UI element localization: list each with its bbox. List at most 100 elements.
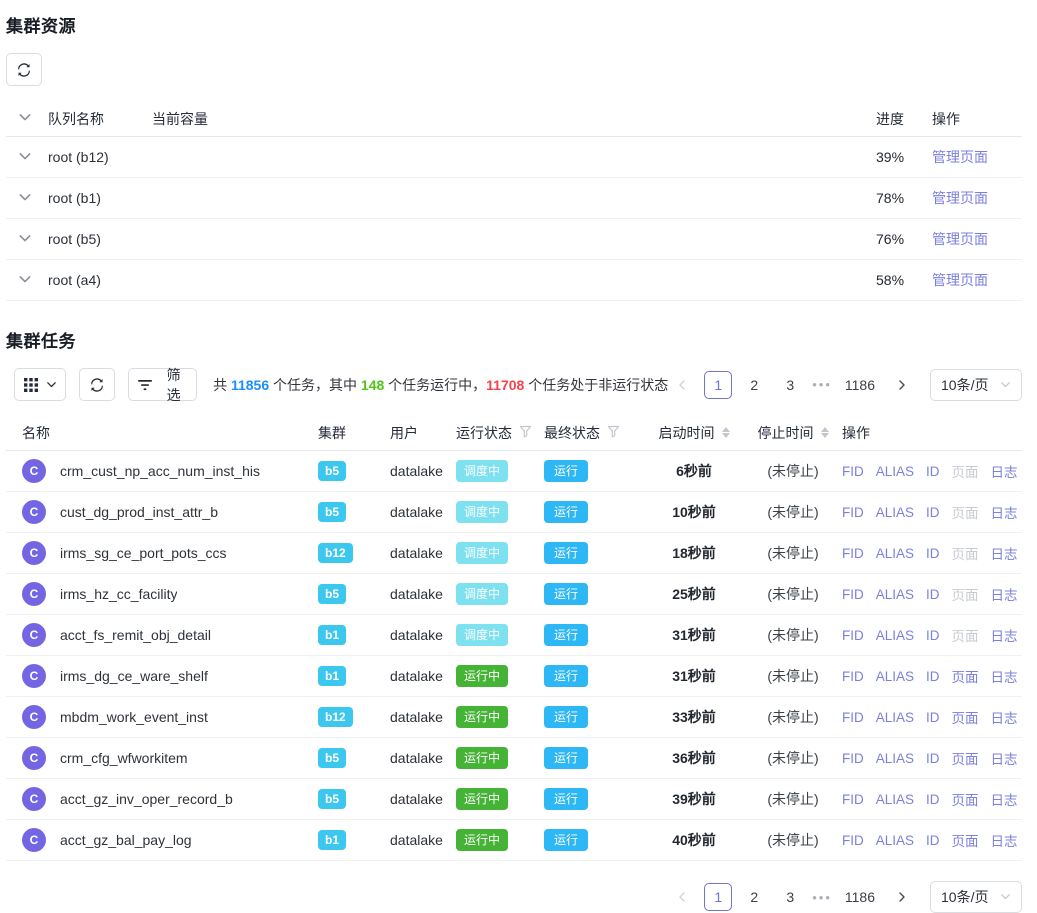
task-table-row: C irms_sg_ce_port_pots_ccs b12 datalake … (6, 533, 1022, 574)
fid-link[interactable]: FID (842, 545, 864, 561)
manage-page-link[interactable]: 管理页面 (932, 149, 988, 165)
fid-link[interactable]: FID (842, 709, 864, 725)
alias-link[interactable]: ALIAS (875, 504, 915, 520)
cluster-badge: b1 (318, 625, 347, 645)
expand-row-icon[interactable] (18, 190, 48, 207)
manage-page-link[interactable]: 管理页面 (932, 272, 988, 288)
page-link[interactable]: 页面 (951, 834, 979, 849)
log-link[interactable]: 日志 (990, 506, 1018, 521)
id-link[interactable]: ID (926, 750, 940, 766)
id-link[interactable]: ID (926, 791, 940, 807)
alias-link[interactable]: ALIAS (875, 709, 915, 725)
fid-link[interactable]: FID (842, 750, 864, 766)
run-status-badge: 调度中 (456, 542, 509, 564)
id-link[interactable]: ID (926, 545, 940, 561)
alias-link[interactable]: ALIAS (875, 463, 915, 479)
row-actions: FID ALIAS ID 页面 日志 (842, 625, 1022, 645)
fid-link[interactable]: FID (842, 586, 864, 602)
expand-row-icon[interactable] (18, 231, 48, 248)
id-link[interactable]: ID (926, 463, 940, 479)
page-button-2[interactable]: 2 (740, 371, 768, 399)
log-link[interactable]: 日志 (990, 711, 1018, 726)
run-status-badge: 运行中 (456, 788, 509, 810)
fid-link[interactable]: FID (842, 627, 864, 643)
page-link[interactable]: 页面 (951, 752, 979, 767)
resource-table-row: root (a4) 58% 管理页面 (6, 260, 1022, 301)
page-button-1[interactable]: 1 (704, 370, 733, 399)
next-page-button[interactable] (888, 371, 916, 399)
id-link[interactable]: ID (926, 668, 940, 684)
view-mode-button[interactable] (14, 368, 67, 401)
user-name: datalake (390, 627, 443, 643)
resource-action-header: 操作 (932, 110, 960, 127)
prev-page-button[interactable] (668, 371, 696, 399)
page-button-1[interactable]: 1 (704, 883, 733, 911)
page-size-value: 10条/页 (941, 889, 989, 905)
page-link[interactable]: 页面 (951, 793, 979, 808)
alias-link[interactable]: ALIAS (875, 750, 915, 766)
log-link[interactable]: 日志 (990, 465, 1018, 480)
page-button-last[interactable]: 1186 (840, 883, 880, 911)
page-button-2[interactable]: 2 (740, 883, 768, 911)
tasks-refresh-button[interactable] (79, 368, 116, 401)
id-link[interactable]: ID (926, 709, 940, 725)
page-button-3[interactable]: 3 (776, 371, 804, 399)
manage-page-link[interactable]: 管理页面 (932, 231, 988, 247)
alias-link[interactable]: ALIAS (875, 627, 915, 643)
log-link[interactable]: 日志 (990, 793, 1018, 808)
log-link[interactable]: 日志 (990, 588, 1018, 603)
page-button-last[interactable]: 1186 (840, 371, 880, 399)
prev-page-button[interactable] (668, 883, 696, 911)
run-status-filter-icon[interactable] (519, 425, 532, 441)
run-status-badge: 调度中 (456, 460, 509, 482)
page-ellipsis[interactable]: ••• (812, 377, 832, 392)
capacity-header: 当前容量 (152, 110, 208, 127)
alias-link[interactable]: ALIAS (875, 832, 915, 848)
start-time-sorter-icon[interactable] (721, 427, 730, 438)
id-link[interactable]: ID (926, 586, 940, 602)
fid-link[interactable]: FID (842, 463, 864, 479)
page-link[interactable]: 页面 (951, 670, 979, 685)
log-link[interactable]: 日志 (990, 547, 1018, 562)
run-status-badge: 运行中 (456, 829, 509, 851)
log-link[interactable]: 日志 (990, 752, 1018, 767)
id-link[interactable]: ID (926, 832, 940, 848)
run-status-badge: 运行中 (456, 706, 509, 728)
id-link[interactable]: ID (926, 627, 940, 643)
resources-refresh-button[interactable] (6, 53, 42, 86)
fid-link[interactable]: FID (842, 504, 864, 520)
avatar: C (22, 746, 46, 770)
next-page-button[interactable] (888, 883, 916, 911)
task-name: acct_fs_remit_obj_detail (60, 627, 211, 643)
expand-row-icon[interactable] (18, 149, 48, 166)
stop-time-header: 停止时间 (757, 424, 814, 441)
final-status-filter-icon[interactable] (607, 425, 620, 441)
log-link[interactable]: 日志 (990, 670, 1018, 685)
alias-link[interactable]: ALIAS (875, 791, 915, 807)
page-button-3[interactable]: 3 (776, 883, 804, 911)
start-time: 10秒前 (672, 504, 716, 520)
collapse-all-icon[interactable] (18, 110, 48, 127)
filter-icon (138, 379, 153, 391)
stop-time-sorter-icon[interactable] (820, 427, 829, 438)
id-link[interactable]: ID (926, 504, 940, 520)
log-link[interactable]: 日志 (990, 834, 1018, 849)
page-link[interactable]: 页面 (951, 711, 979, 726)
user-name: datalake (390, 832, 443, 848)
fid-link[interactable]: FID (842, 832, 864, 848)
fid-link[interactable]: FID (842, 791, 864, 807)
alias-link[interactable]: ALIAS (875, 668, 915, 684)
alias-link[interactable]: ALIAS (875, 586, 915, 602)
expand-row-icon[interactable] (18, 272, 48, 289)
page-size-select[interactable]: 10条/页 (930, 881, 1022, 913)
alias-link[interactable]: ALIAS (875, 545, 915, 561)
run-status-badge: 调度中 (456, 583, 509, 605)
fid-link[interactable]: FID (842, 668, 864, 684)
cluster-badge: b5 (318, 461, 347, 481)
page-size-select[interactable]: 10条/页 (930, 368, 1022, 401)
not-running-task-count: 11708 (486, 376, 525, 393)
filter-button[interactable]: 筛选 (128, 367, 198, 403)
page-ellipsis[interactable]: ••• (812, 889, 832, 905)
log-link[interactable]: 日志 (990, 629, 1018, 644)
manage-page-link[interactable]: 管理页面 (932, 190, 988, 206)
